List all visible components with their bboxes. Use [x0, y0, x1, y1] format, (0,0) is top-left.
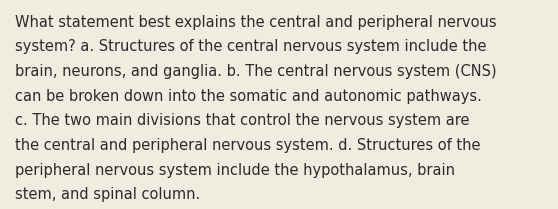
- Text: brain, neurons, and ganglia. b. The central nervous system (CNS): brain, neurons, and ganglia. b. The cent…: [15, 64, 497, 79]
- Text: system? a. Structures of the central nervous system include the: system? a. Structures of the central ner…: [15, 39, 487, 54]
- Text: peripheral nervous system include the hypothalamus, brain: peripheral nervous system include the hy…: [15, 163, 455, 178]
- Text: stem, and spinal column.: stem, and spinal column.: [15, 187, 200, 202]
- Text: the central and peripheral nervous system. d. Structures of the: the central and peripheral nervous syste…: [15, 138, 480, 153]
- Text: What statement best explains the central and peripheral nervous: What statement best explains the central…: [15, 15, 497, 30]
- Text: c. The two main divisions that control the nervous system are: c. The two main divisions that control t…: [15, 113, 470, 128]
- Text: can be broken down into the somatic and autonomic pathways.: can be broken down into the somatic and …: [15, 89, 482, 104]
